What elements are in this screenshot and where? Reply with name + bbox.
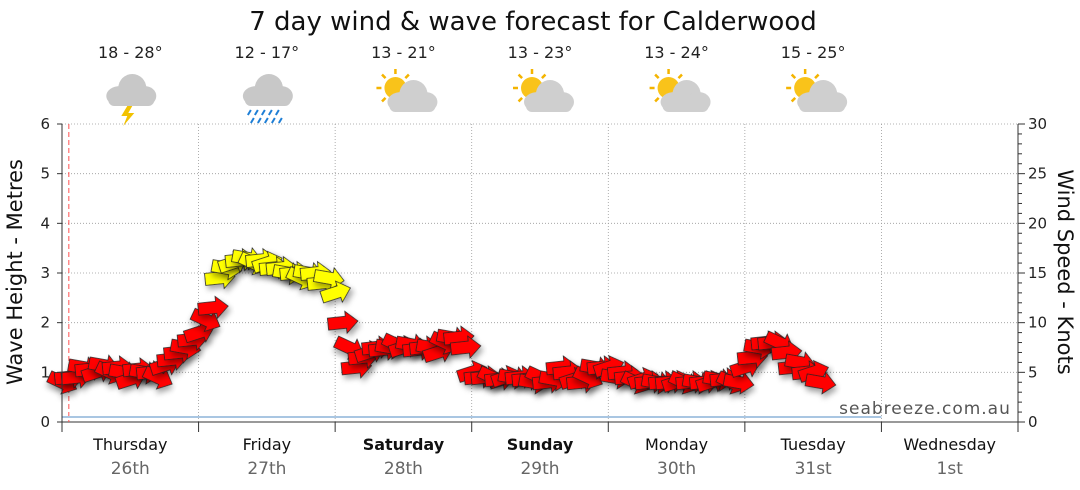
rain-drop <box>260 109 266 116</box>
temperature-range: 15 - 25° <box>781 43 846 62</box>
sun-ray <box>517 73 523 79</box>
sun-ray <box>381 97 387 103</box>
temperature-range: 13 - 21° <box>371 43 436 62</box>
lightning-bolt <box>121 106 135 126</box>
rain-drop <box>270 117 276 124</box>
cloud-part <box>389 100 436 112</box>
day-label: Friday <box>243 435 292 454</box>
temperature-range: 13 - 23° <box>508 43 573 62</box>
wind-arrow <box>326 310 359 335</box>
x-axis: Thursday 26th Friday 27th Saturday 28th Sunday… <box>61 422 1019 479</box>
date-label: 31st <box>795 459 832 479</box>
date-label: 1st <box>937 459 964 479</box>
rain-drop <box>274 109 280 116</box>
wind-arrow <box>722 371 755 395</box>
partly-cloudy-icon <box>376 69 438 112</box>
y-axis-right-title: Wind Speed - Knots <box>1053 169 1077 374</box>
rain-cloud-icon <box>242 74 293 124</box>
date-label: 29th <box>520 459 559 479</box>
day-label: Monday <box>645 435 708 454</box>
left-tick-label: 1 <box>40 363 50 381</box>
rain-drop <box>253 109 259 116</box>
sun-ray <box>677 73 683 79</box>
chart-title: 7 day wind & wave forecast for Calderwoo… <box>249 7 817 37</box>
left-tick-label: 4 <box>40 214 50 232</box>
right-tick-label: 10 <box>1028 314 1047 332</box>
day-label: Tuesday <box>780 435 846 454</box>
day-label: Wednesday <box>903 435 996 454</box>
day-label: Sunday <box>507 435 574 454</box>
left-tick-label: 3 <box>40 264 50 282</box>
rain-drop <box>267 109 273 116</box>
cloud-part <box>244 94 291 106</box>
rain-drop <box>249 117 255 124</box>
rain-drop <box>256 117 262 124</box>
sun-ray <box>814 73 820 79</box>
temperature-range: 18 - 28° <box>98 43 163 62</box>
right-tick-label: 20 <box>1028 214 1047 232</box>
sun-ray <box>381 73 387 79</box>
sun-ray <box>541 73 547 79</box>
cloud-part <box>662 100 709 112</box>
sun-ray <box>517 97 523 103</box>
storm-cloud-icon <box>106 74 157 126</box>
y-axis-left-title: Wave Height - Metres <box>3 159 27 385</box>
cloud-part <box>526 100 572 112</box>
rain-drop <box>263 117 269 124</box>
sun-ray <box>790 97 797 103</box>
wind-arrow <box>804 371 837 395</box>
cloud-part <box>799 100 846 112</box>
wind-arrow <box>449 335 482 359</box>
date-label: 30th <box>657 459 696 479</box>
right-tick-label: 30 <box>1028 115 1047 133</box>
left-axis: 0 1 2 3 4 5 6 <box>40 115 63 431</box>
left-tick-label: 0 <box>40 413 50 431</box>
rain-drop <box>246 109 252 116</box>
left-tick-label: 5 <box>40 165 50 183</box>
sun-ray <box>404 73 410 79</box>
day-label: Thursday <box>92 435 167 454</box>
wind-series <box>46 246 837 395</box>
sun-ray <box>790 73 797 79</box>
temperature-range: 12 - 17° <box>235 43 300 62</box>
wind-arrow <box>319 280 351 304</box>
brand-watermark: seabreeze.com.au <box>839 399 1011 419</box>
partly-cloudy-icon <box>649 69 711 112</box>
cloud-part <box>108 94 155 106</box>
right-axis: 0 5 10 15 20 25 30 <box>1017 115 1047 431</box>
sun-ray <box>654 97 660 103</box>
temperature-range: 13 - 24° <box>644 43 709 62</box>
rain-drop <box>277 117 283 124</box>
left-tick-label: 2 <box>40 314 50 332</box>
left-tick-label: 6 <box>40 115 50 133</box>
sun-ray <box>654 73 660 79</box>
right-tick-label: 5 <box>1028 363 1038 381</box>
date-label: 26th <box>111 459 150 479</box>
date-label: 27th <box>247 459 286 479</box>
right-tick-label: 25 <box>1028 165 1047 183</box>
wind-arrow <box>197 295 229 320</box>
right-tick-label: 0 <box>1028 413 1038 431</box>
day-label: Saturday <box>363 435 445 454</box>
partly-cloudy-icon <box>513 69 574 112</box>
right-tick-label: 15 <box>1028 264 1047 282</box>
partly-cloudy-icon <box>786 69 848 112</box>
day-forecast-header: 18 - 28° 12 - 17° 13 - 21° 13 - 23° 13 - 24°… <box>98 43 848 126</box>
date-label: 28th <box>384 459 423 479</box>
